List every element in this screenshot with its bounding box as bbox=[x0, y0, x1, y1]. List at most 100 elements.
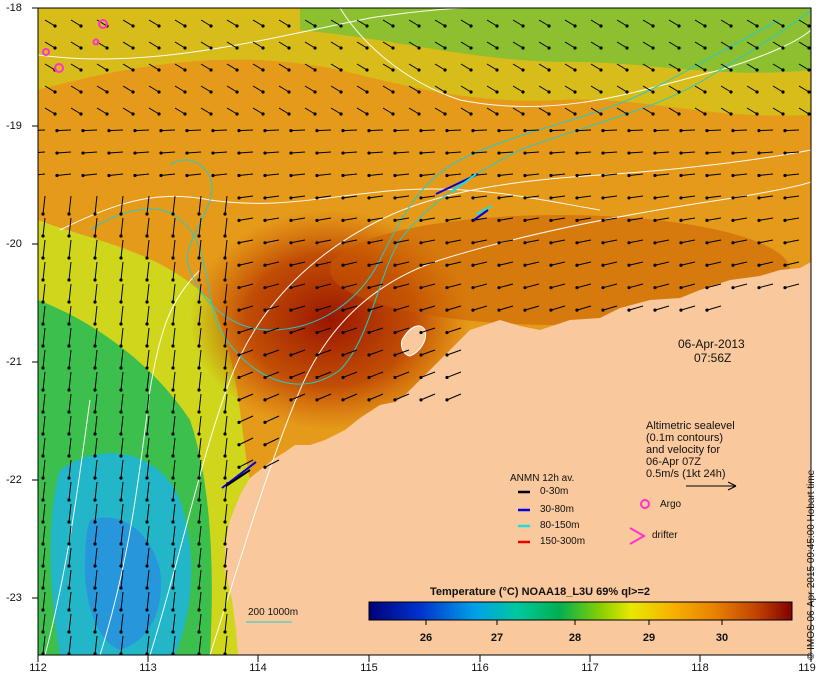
velocity-arrow bbox=[316, 151, 332, 154]
velocity-arrow-head bbox=[783, 218, 787, 222]
velocity-arrow bbox=[172, 635, 176, 655]
velocity-arrow-head bbox=[495, 24, 499, 28]
velocity-arrow bbox=[198, 305, 202, 325]
velocity-arrow-head bbox=[223, 608, 227, 612]
velocity-arrow bbox=[42, 261, 46, 281]
velocity-arrow-head bbox=[549, 218, 553, 222]
velocity-arrow-head bbox=[223, 366, 227, 370]
velocity-arrow bbox=[304, 85, 316, 93]
velocity-arrow-head bbox=[41, 234, 45, 238]
velocity-arrow bbox=[68, 569, 72, 589]
velocity-arrow-head bbox=[93, 542, 97, 546]
velocity-arrow-head bbox=[183, 46, 187, 50]
velocity-arrow bbox=[252, 85, 264, 93]
velocity-arrow bbox=[200, 41, 212, 49]
velocity-arrow bbox=[680, 305, 696, 311]
velocity-arrow-head bbox=[41, 564, 45, 568]
velocity-arrow-head bbox=[119, 256, 123, 260]
velocity-arrow bbox=[174, 107, 186, 115]
velocity-arrow-head bbox=[757, 173, 761, 178]
mooring-arrow-black[interactable] bbox=[225, 469, 251, 487]
velocity-arrow-head bbox=[599, 112, 603, 116]
velocity-arrow-head bbox=[497, 286, 501, 290]
mooring-arrow-blue[interactable] bbox=[221, 461, 257, 489]
velocity-arrow-head bbox=[575, 263, 579, 267]
velocity-arrow bbox=[472, 195, 488, 199]
velocity-arrow bbox=[120, 261, 124, 281]
velocity-arrow bbox=[564, 19, 576, 27]
velocity-arrow-head bbox=[197, 212, 201, 216]
velocity-arrow-head bbox=[119, 432, 123, 436]
velocity-arrow bbox=[654, 217, 670, 221]
argo-float[interactable] bbox=[92, 38, 100, 46]
colorbar bbox=[368, 601, 793, 621]
velocity-arrow bbox=[122, 63, 134, 71]
velocity-arrow bbox=[94, 635, 98, 655]
velocity-arrow bbox=[94, 613, 98, 633]
velocity-arrow-head bbox=[547, 112, 551, 116]
velocity-arrow-head bbox=[261, 68, 265, 72]
velocity-arrow bbox=[316, 305, 332, 311]
velocity-arrow-head bbox=[145, 520, 149, 524]
velocity-arrow-head bbox=[119, 520, 123, 524]
velocity-arrow-head bbox=[197, 498, 201, 502]
velocity-arrow-head bbox=[287, 68, 291, 72]
colorbar-title: Temperature (°C) NOAA18_L3U 69% ql>=2 bbox=[430, 586, 650, 598]
velocity-arrow bbox=[198, 591, 202, 611]
velocity-arrow-head bbox=[145, 256, 149, 260]
velocity-arrow-head bbox=[41, 366, 45, 370]
velocity-arrow-head bbox=[67, 366, 71, 370]
velocity-arrow bbox=[330, 107, 342, 115]
velocity-arrow-head bbox=[367, 308, 371, 312]
velocity-arrow bbox=[96, 85, 108, 93]
velocity-arrow-head bbox=[443, 90, 447, 94]
velocity-arrow bbox=[224, 525, 228, 545]
velocity-arrow bbox=[42, 415, 46, 435]
velocity-arrow-head bbox=[67, 476, 71, 480]
velocity-arrow-head bbox=[627, 308, 631, 312]
velocity-arrow bbox=[42, 393, 46, 413]
velocity-arrow-head bbox=[547, 24, 551, 28]
velocity-arrow-head bbox=[223, 586, 227, 590]
velocity-arrow bbox=[172, 217, 176, 237]
velocity-arrow bbox=[394, 283, 410, 289]
velocity-arrow-head bbox=[757, 241, 761, 245]
velocity-arrow bbox=[512, 85, 524, 93]
velocity-arrow bbox=[538, 63, 550, 71]
velocity-arrow bbox=[356, 85, 368, 93]
velocity-arrow-head bbox=[443, 24, 447, 28]
velocity-arrow-head bbox=[145, 322, 149, 326]
velocity-arrow-head bbox=[119, 300, 123, 304]
argo-float[interactable] bbox=[42, 48, 50, 56]
velocity-arrow-head bbox=[145, 630, 149, 634]
mooring-arrow-cyan[interactable] bbox=[475, 205, 493, 215]
argo-float[interactable] bbox=[98, 19, 108, 29]
velocity-arrow bbox=[420, 173, 436, 176]
velocity-arrow-head bbox=[339, 90, 343, 94]
velocity-arrow-head bbox=[171, 300, 175, 304]
argo-float[interactable] bbox=[54, 63, 64, 73]
velocity-arrow-head bbox=[341, 151, 345, 155]
velocity-arrow bbox=[146, 393, 150, 413]
velocity-arrow bbox=[38, 173, 46, 176]
velocity-arrow-head bbox=[781, 90, 785, 94]
mooring-arrow-blue[interactable] bbox=[473, 209, 489, 221]
velocity-arrow-head bbox=[547, 90, 551, 94]
velocity-arrow bbox=[122, 107, 134, 115]
velocity-arrow bbox=[602, 283, 618, 289]
mooring-arrow-cyan[interactable] bbox=[451, 173, 477, 193]
velocity-arrow-head bbox=[263, 263, 267, 267]
velocity-arrow-head bbox=[237, 173, 241, 178]
velocity-arrow bbox=[720, 63, 732, 71]
velocity-arrow bbox=[746, 41, 758, 49]
velocity-arrow-head bbox=[679, 218, 683, 222]
velocity-arrow-head bbox=[651, 90, 655, 94]
velocity-arrow bbox=[238, 283, 254, 289]
velocity-arrow-head bbox=[393, 263, 397, 267]
velocity-arrow-head bbox=[171, 388, 175, 392]
velocity-arrow-head bbox=[145, 410, 149, 414]
velocity-arrow-head bbox=[393, 398, 397, 402]
velocity-arrow-head bbox=[601, 173, 605, 178]
velocity-arrow-head bbox=[783, 263, 787, 267]
anmn-depth-label: 80-150m bbox=[540, 520, 580, 531]
